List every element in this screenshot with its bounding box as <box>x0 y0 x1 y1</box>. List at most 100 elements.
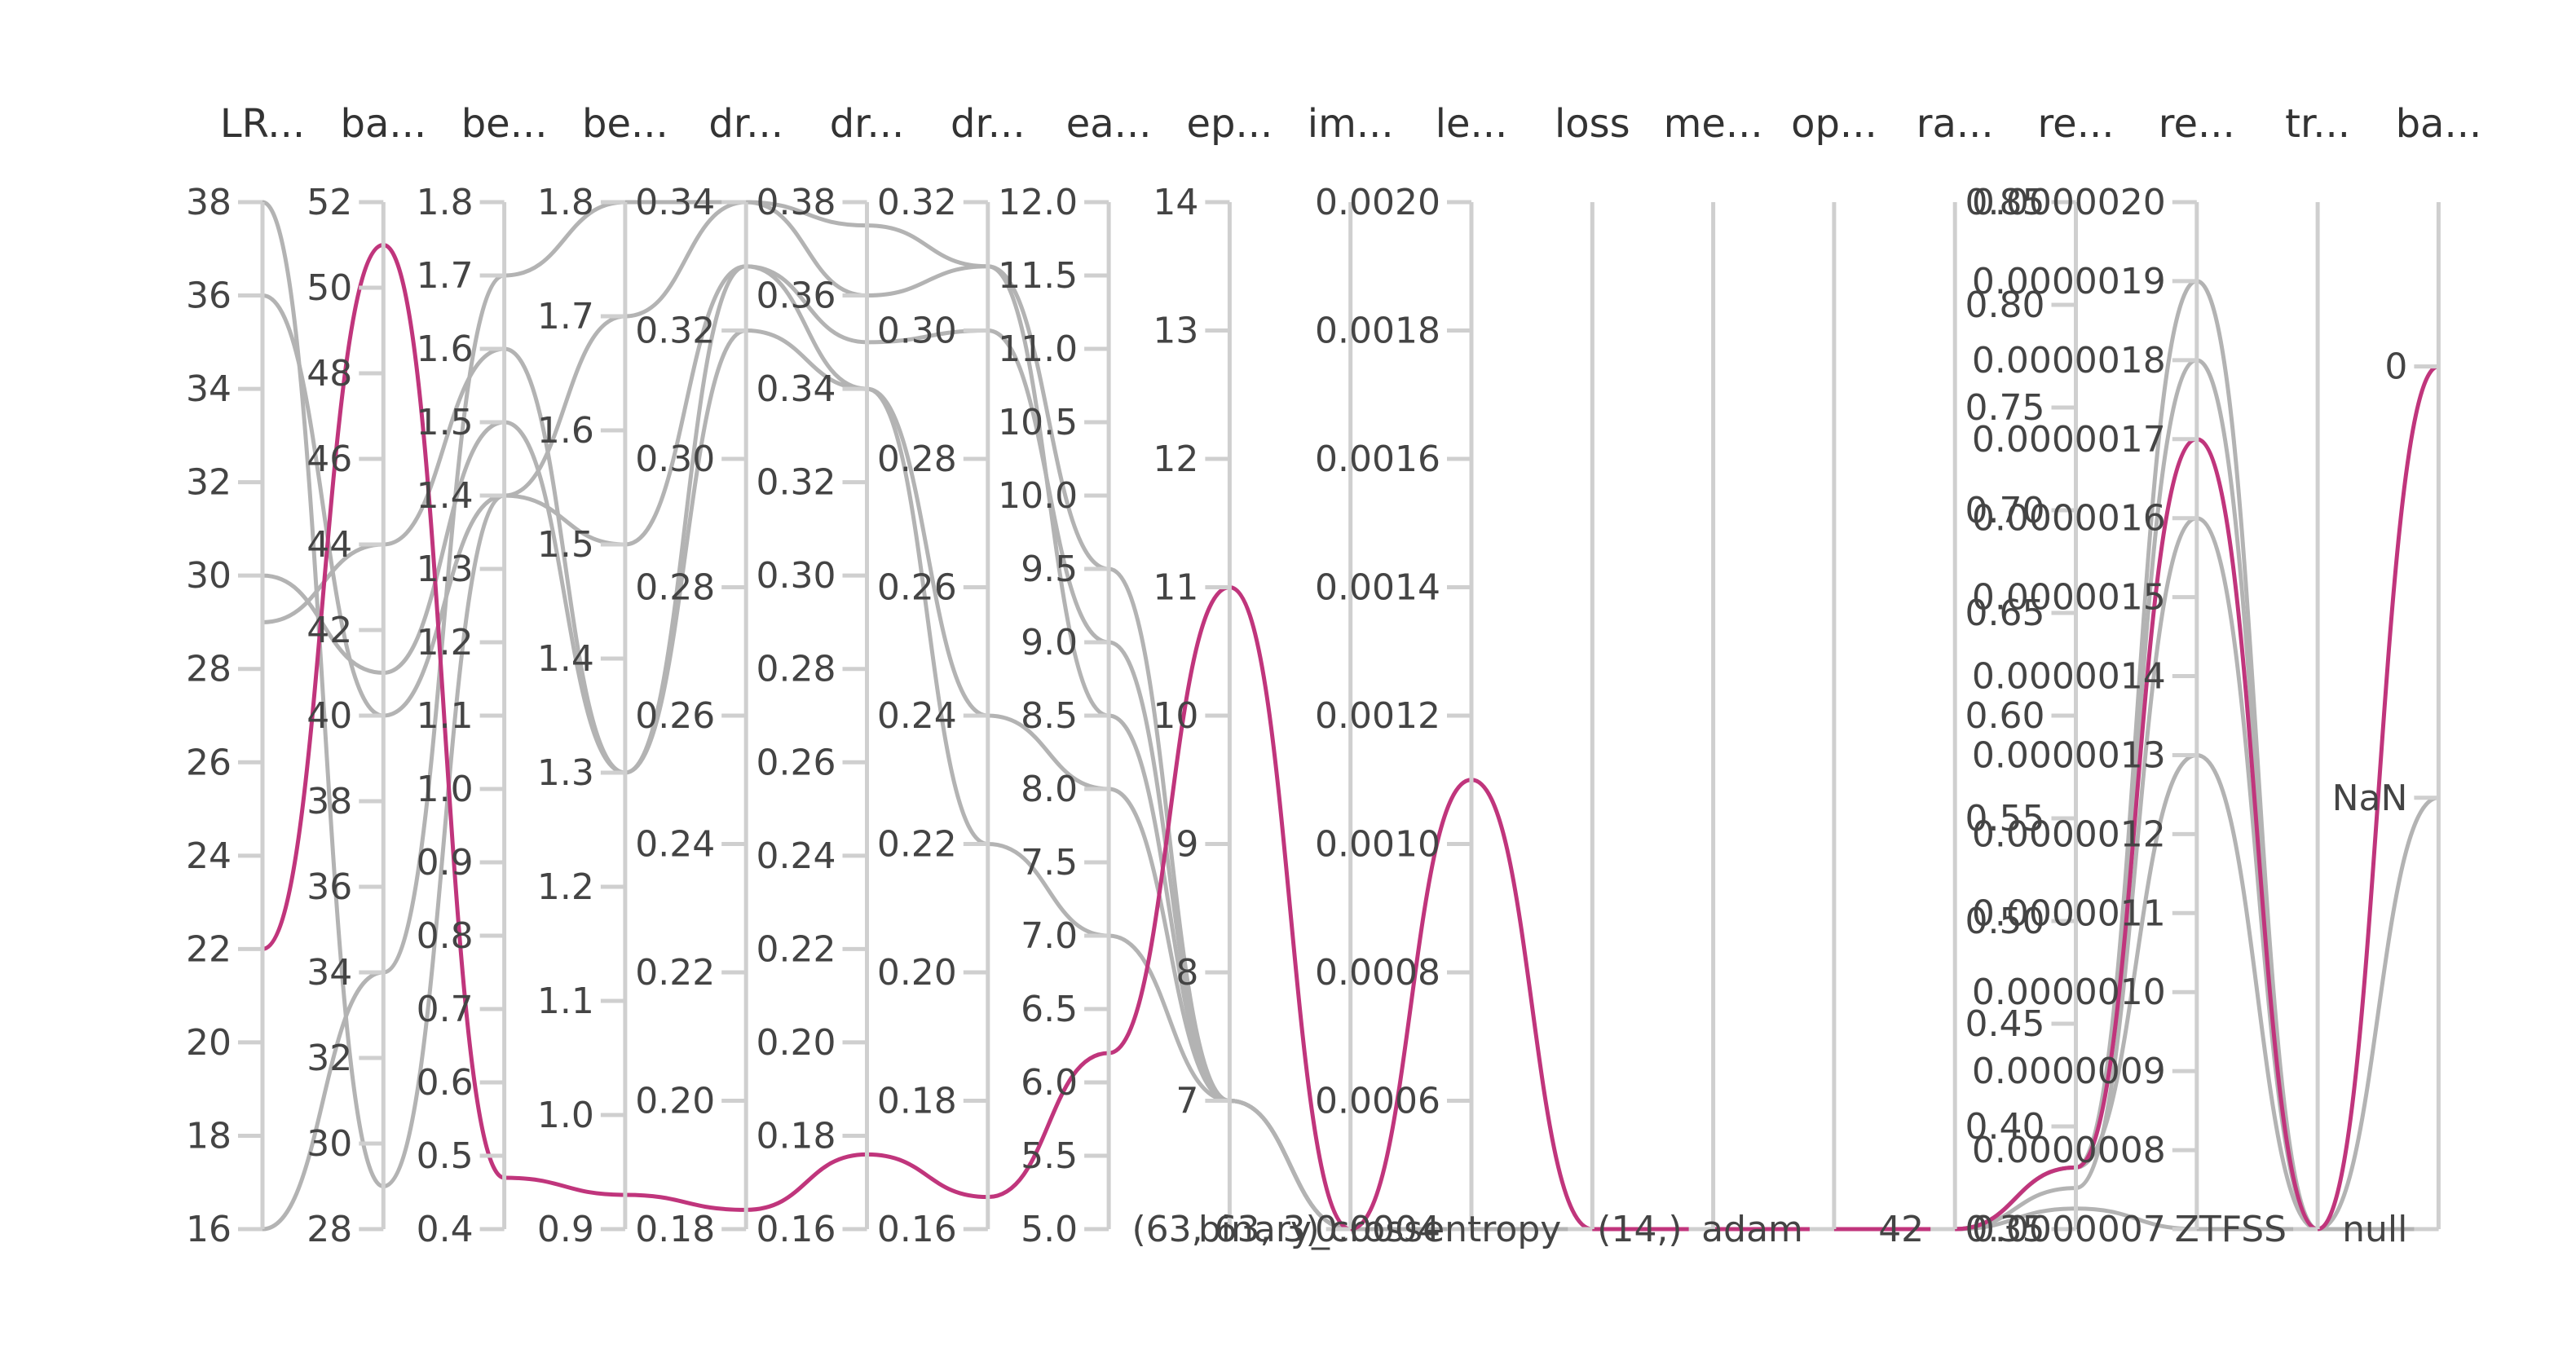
axis-title: tr... <box>2285 101 2350 147</box>
axis-title: LR... <box>220 101 305 147</box>
tick-label: 0.9 <box>417 842 474 884</box>
tick-label: 36 <box>307 866 352 908</box>
tick-label: (63, 63, 3) <box>1131 1209 1319 1250</box>
tick-label: 0.38 <box>756 182 836 223</box>
tick-label: 1.7 <box>537 296 594 337</box>
tick-label: 30 <box>186 555 232 597</box>
tick-label: 0.0008 <box>1315 952 1440 994</box>
tick-label: 16 <box>186 1209 232 1250</box>
tick-label: 5.0 <box>1021 1209 1078 1250</box>
axis-title: dr... <box>830 101 905 147</box>
tick-label: 0.30 <box>756 555 836 597</box>
tick-label: 0.7 <box>417 989 474 1030</box>
tick-label: 0.32 <box>877 182 957 223</box>
axis-title: re... <box>2159 101 2235 147</box>
tick-label: 1.6 <box>417 328 474 370</box>
tick-label: binary_crossentropy <box>1198 1209 1561 1250</box>
tick-label: 0.28 <box>877 439 957 480</box>
axis-title: im... <box>1308 101 1394 147</box>
tick-label: 48 <box>307 353 352 394</box>
tick-label: 1.3 <box>417 549 474 590</box>
tick-label: 32 <box>186 462 232 504</box>
tick-label: 0.28 <box>635 567 715 609</box>
tick-label: 22 <box>186 928 232 970</box>
tick-label: 0.0000010 <box>1972 972 2166 1013</box>
tick-label: 0.28 <box>756 649 836 690</box>
tick-label: 1.3 <box>537 752 594 794</box>
tick-label: 30 <box>307 1123 352 1165</box>
tick-label: 0.0016 <box>1315 439 1440 480</box>
tick-label: 0.18 <box>877 1081 957 1122</box>
tick-label: 11 <box>1153 567 1198 609</box>
tick-label: 0.50 <box>1965 901 2045 942</box>
axis-title: re... <box>2038 101 2115 147</box>
tick-label: 0.0000008 <box>1972 1130 2166 1171</box>
tick-label: 0.34 <box>756 368 836 410</box>
tick-label: 32 <box>307 1038 352 1079</box>
tick-label: 0.0018 <box>1315 311 1440 352</box>
tick-label: 38 <box>186 182 232 223</box>
tick-label: 0.0000018 <box>1972 340 2166 381</box>
tick-label: 40 <box>307 695 352 737</box>
axis-title: ra... <box>1917 101 1994 147</box>
tick-label: 10 <box>1153 695 1198 737</box>
tick-label: 1.1 <box>537 981 594 1022</box>
tick-label: 1.2 <box>537 866 594 908</box>
tick-label: 36 <box>186 275 232 317</box>
tick-label: 10.0 <box>998 475 1078 517</box>
tick-label: 0.0012 <box>1315 695 1440 737</box>
tick-label: 0.0000007 <box>1972 1209 2166 1250</box>
tick-label: 0.22 <box>877 824 957 866</box>
tick-label: 0.36 <box>756 275 836 317</box>
tick-label: 24 <box>186 835 232 877</box>
tick-label: 26 <box>186 742 232 783</box>
tick-label: 0.80 <box>1965 284 2045 326</box>
tick-label: 0.0006 <box>1315 1081 1440 1122</box>
tick-label: 9.0 <box>1021 622 1078 663</box>
tick-label: ZTFSS <box>2175 1209 2287 1250</box>
tick-label: 8.5 <box>1021 695 1078 737</box>
tick-label: 44 <box>307 524 352 566</box>
tick-label: 7 <box>1176 1081 1198 1122</box>
tick-label: 0.45 <box>1965 1003 2045 1045</box>
tick-label: 6.5 <box>1021 989 1078 1030</box>
tick-label: 7.0 <box>1021 915 1078 957</box>
tick-label: 0.20 <box>635 1081 715 1122</box>
axis-ba2: null NaN 0 ba... <box>2332 101 2482 1250</box>
tick-label: 13 <box>1153 311 1198 352</box>
axis-ea: 5.0 5.5 6.0 6.5 7.0 7.5 8.0 8.5 9.0 9.5 10.0 10.5 11… <box>998 101 1151 1250</box>
tick-label: 0.0000019 <box>1972 261 2166 302</box>
axis-title: ea... <box>1066 101 1152 147</box>
axis-loss: binary_crossentropy loss <box>1198 101 1630 1250</box>
tick-label: 0.0000016 <box>1972 498 2166 540</box>
tick-label: 0.9 <box>537 1209 594 1250</box>
tick-label: 0.18 <box>756 1115 836 1157</box>
tick-label: 0.30 <box>635 439 715 480</box>
tick-label: 0.34 <box>635 182 715 223</box>
axis-title: ba... <box>340 101 426 147</box>
tick-label: 1.1 <box>417 695 474 737</box>
tick-label: 52 <box>307 182 352 223</box>
tick-label: 0.26 <box>877 567 957 609</box>
axis-dr3: 0.16 0.18 0.20 0.22 0.24 0.26 0.28 0.30 0.32 dr..… <box>877 101 1026 1250</box>
series-line-4 <box>262 328 2439 1232</box>
tick-label: 9.5 <box>1021 549 1078 590</box>
tick-label: 12.0 <box>998 182 1078 223</box>
tick-label: 0.5 <box>417 1135 474 1177</box>
tick-label: 0.0000009 <box>1972 1051 2166 1092</box>
tick-label: 0.22 <box>756 928 836 970</box>
tick-label: 0.60 <box>1965 695 2045 737</box>
tick-label: 14 <box>1153 182 1198 223</box>
tick-label: 1.7 <box>417 255 474 297</box>
tick-label: 42 <box>1878 1209 1924 1250</box>
tick-label: 28 <box>186 649 232 690</box>
tick-label: 0.30 <box>877 311 957 352</box>
tick-label: 0.16 <box>756 1209 836 1250</box>
tick-label: 20 <box>186 1022 232 1064</box>
tick-label: 18 <box>186 1115 232 1157</box>
tick-label: 0.22 <box>635 952 715 994</box>
tick-label: 28 <box>307 1209 352 1250</box>
tick-label: 0.16 <box>877 1209 957 1250</box>
tick-label: 0.40 <box>1965 1106 2045 1148</box>
tick-label: 6.0 <box>1021 1062 1078 1104</box>
